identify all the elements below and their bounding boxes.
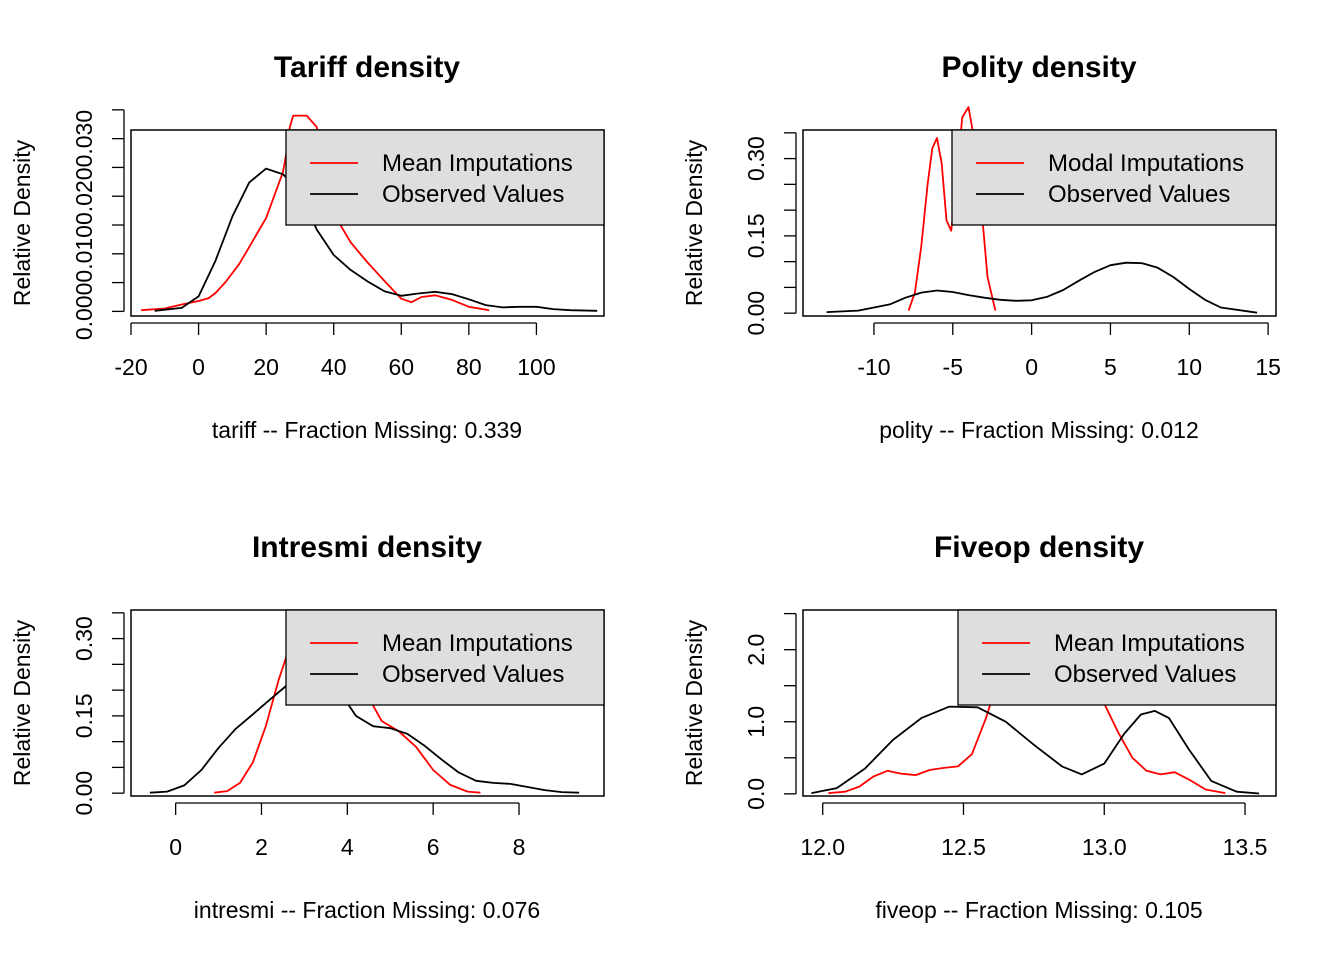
x-tick-label: 0 — [192, 354, 205, 380]
legend-label: Observed Values — [382, 181, 564, 208]
series-line-observed-values — [811, 705, 1260, 795]
chart-panel-intresmi: Intresmi density intresmi -- Fraction Mis… — [9, 531, 605, 923]
x-tick-label: 0 — [169, 834, 182, 860]
x-tick-label: 40 — [321, 354, 347, 380]
chart-title: Tariff density — [274, 51, 460, 84]
series-line-observed-values — [149, 672, 580, 794]
y-axis: 0.00 0.15 0.30 — [71, 612, 125, 816]
series-line-mean-imputations — [141, 114, 490, 312]
series-line-observed-values — [154, 167, 598, 312]
y-tick-label: 0.30 — [743, 136, 769, 181]
y-tick-label: 0.00 — [743, 291, 769, 336]
x-axis: -20 0 20 40 60 80 100 — [114, 322, 556, 380]
chart-title: Intresmi density — [252, 531, 482, 564]
x-tick-label: 15 — [1255, 354, 1281, 380]
legend-box — [951, 129, 1277, 226]
legend: Modal Imputations Observed Values — [951, 129, 1277, 226]
legend-label: Mean Imputations — [1054, 630, 1245, 657]
x-tick-label: 13.0 — [1082, 834, 1127, 860]
chart-panel-tariff: Tariff density tariff -- Fraction Missing… — [9, 51, 605, 443]
y-tick-label: 0.00 — [71, 771, 97, 816]
y-tick-label: 0.000 — [71, 283, 97, 341]
legend: Mean Imputations Observed Values — [285, 129, 605, 226]
y-tick-label: 1.0 — [743, 706, 769, 738]
x-tick-label: -10 — [857, 354, 890, 380]
y-tick-label: 0.020 — [71, 167, 97, 225]
x-axis-label: polity -- Fraction Missing: 0.012 — [879, 417, 1199, 443]
y-tick-label: 0.15 — [71, 693, 97, 738]
x-tick-label: 60 — [388, 354, 414, 380]
legend-box — [285, 129, 605, 226]
series-line-observed-values — [826, 261, 1258, 314]
x-tick-label: 6 — [427, 834, 440, 860]
legend-label: Observed Values — [382, 661, 564, 688]
chart-title: Fiveop density — [934, 531, 1144, 564]
legend-label: Mean Imputations — [382, 150, 573, 177]
legend: Mean Imputations Observed Values — [285, 609, 605, 706]
legend-label: Modal Imputations — [1048, 150, 1244, 177]
y-axis-label: Relative Density — [9, 619, 35, 786]
chart-panel-polity: Polity density polity -- Fraction Missing… — [681, 51, 1281, 443]
x-axis: -10 -5 0 5 10 15 — [857, 322, 1281, 380]
y-tick-label: 0.30 — [71, 616, 97, 661]
legend: Mean Imputations Observed Values — [957, 609, 1277, 706]
legend-box — [285, 609, 605, 706]
y-tick-label: 0.030 — [71, 110, 97, 168]
x-tick-label: 80 — [456, 354, 482, 380]
x-axis-label: tariff -- Fraction Missing: 0.339 — [212, 417, 522, 443]
y-axis-label: Relative Density — [681, 139, 707, 306]
x-axis-label: fiveop -- Fraction Missing: 0.105 — [875, 897, 1202, 923]
legend-label: Mean Imputations — [382, 630, 573, 657]
x-axis: 0 2 4 6 8 — [169, 802, 526, 860]
x-tick-label: 100 — [517, 354, 555, 380]
x-tick-label: 10 — [1176, 354, 1202, 380]
x-axis: 12.0 12.5 13.0 13.5 — [800, 802, 1268, 860]
x-tick-label: -5 — [943, 354, 963, 380]
x-tick-label: -20 — [114, 354, 147, 380]
x-tick-label: 8 — [513, 834, 526, 860]
chart-panel-fiveop: Fiveop density fiveop -- Fraction Missing… — [681, 531, 1277, 923]
chart-title: Polity density — [941, 51, 1136, 84]
x-tick-label: 2 — [255, 834, 268, 860]
x-tick-label: 12.5 — [941, 834, 986, 860]
x-tick-label: 13.5 — [1223, 834, 1268, 860]
y-axis-label: Relative Density — [681, 619, 707, 786]
legend-box — [957, 609, 1277, 706]
y-tick-label: 0.0 — [743, 778, 769, 810]
legend-label: Observed Values — [1048, 181, 1230, 208]
y-axis: 0.00 0.15 0.30 — [743, 132, 797, 336]
y-tick-label: 0.010 — [71, 225, 97, 283]
y-axis-label: Relative Density — [9, 139, 35, 306]
x-axis-label: intresmi -- Fraction Missing: 0.076 — [194, 897, 540, 923]
y-axis: 0.0 1.0 2.0 — [743, 612, 797, 810]
y-tick-label: 0.15 — [743, 213, 769, 258]
x-tick-label: 5 — [1104, 354, 1117, 380]
x-tick-label: 4 — [341, 834, 354, 860]
x-tick-label: 20 — [253, 354, 279, 380]
x-tick-label: 0 — [1025, 354, 1038, 380]
legend-label: Observed Values — [1054, 661, 1236, 688]
y-tick-label: 2.0 — [743, 634, 769, 666]
x-tick-label: 12.0 — [800, 834, 845, 860]
